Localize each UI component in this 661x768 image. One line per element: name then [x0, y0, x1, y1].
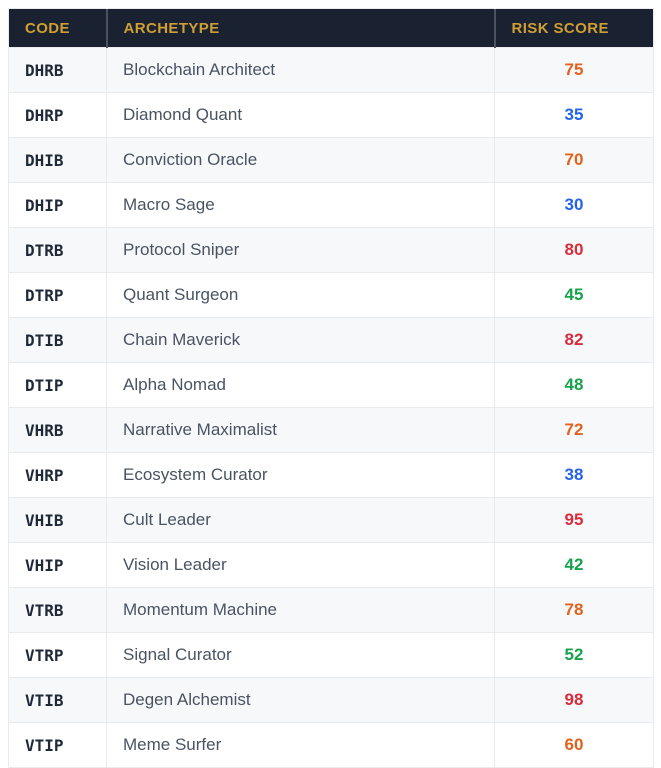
table-row: DTRP Quant Surgeon 45: [8, 272, 654, 318]
code-cell: DHRB: [8, 47, 107, 93]
table-row: DHIB Conviction Oracle 70: [8, 137, 654, 183]
risk-score-cell: 75: [494, 47, 654, 93]
risk-score-cell: 30: [494, 182, 654, 228]
code-cell: VHRB: [8, 407, 107, 453]
archetype-cell: Ecosystem Curator: [106, 452, 495, 498]
table-row: VTRB Momentum Machine 78: [8, 587, 654, 633]
risk-score-cell: 70: [494, 137, 654, 183]
risk-score-cell: 82: [494, 317, 654, 363]
risk-score-cell: 38: [494, 452, 654, 498]
risk-score-cell: 98: [494, 677, 654, 723]
code-cell: DHRP: [8, 92, 107, 138]
archetype-cell: Diamond Quant: [106, 92, 495, 138]
risk-score-cell: 80: [494, 227, 654, 273]
risk-score-cell: 52: [494, 632, 654, 678]
table-header: CODE ARCHETYPE RISK SCORE: [8, 8, 654, 48]
column-header-archetype: ARCHETYPE: [106, 8, 496, 48]
table-row: VTIP Meme Surfer 60: [8, 722, 654, 768]
table-row: VHIP Vision Leader 42: [8, 542, 654, 588]
code-cell: DTIP: [8, 362, 107, 408]
header-row: CODE ARCHETYPE RISK SCORE: [8, 8, 654, 48]
archetype-cell: Vision Leader: [106, 542, 495, 588]
table-row: VHRP Ecosystem Curator 38: [8, 452, 654, 498]
column-header-risk-score: RISK SCORE: [494, 8, 654, 48]
table-row: VHIB Cult Leader 95: [8, 497, 654, 543]
archetype-cell: Narrative Maximalist: [106, 407, 495, 453]
table-row: DTRB Protocol Sniper 80: [8, 227, 654, 273]
archetype-cell: Meme Surfer: [106, 722, 495, 768]
archetype-cell: Signal Curator: [106, 632, 495, 678]
code-cell: DTRP: [8, 272, 107, 318]
table-row: DTIB Chain Maverick 82: [8, 317, 654, 363]
archetype-cell: Protocol Sniper: [106, 227, 495, 273]
table-row: VHRB Narrative Maximalist 72: [8, 407, 654, 453]
risk-score-cell: 42: [494, 542, 654, 588]
code-cell: VHIB: [8, 497, 107, 543]
risk-score-cell: 95: [494, 497, 654, 543]
risk-score-cell: 48: [494, 362, 654, 408]
archetype-cell: Conviction Oracle: [106, 137, 495, 183]
risk-score-cell: 78: [494, 587, 654, 633]
archetype-risk-table: CODE ARCHETYPE RISK SCORE DHRB Blockchain…: [8, 8, 654, 768]
archetype-cell: Chain Maverick: [106, 317, 495, 363]
risk-score-cell: 35: [494, 92, 654, 138]
table-row: VTIB Degen Alchemist 98: [8, 677, 654, 723]
code-cell: VHIP: [8, 542, 107, 588]
table-row: DTIP Alpha Nomad 48: [8, 362, 654, 408]
archetype-cell: Alpha Nomad: [106, 362, 495, 408]
archetype-cell: Blockchain Architect: [106, 47, 495, 93]
code-cell: DTRB: [8, 227, 107, 273]
risk-score-cell: 45: [494, 272, 654, 318]
archetype-cell: Quant Surgeon: [106, 272, 495, 318]
table-row: DHRB Blockchain Architect 75: [8, 47, 654, 93]
risk-score-cell: 60: [494, 722, 654, 768]
table-row: DHRP Diamond Quant 35: [8, 92, 654, 138]
archetype-cell: Cult Leader: [106, 497, 495, 543]
code-cell: VTRP: [8, 632, 107, 678]
code-cell: VHRP: [8, 452, 107, 498]
code-cell: VTIB: [8, 677, 107, 723]
archetype-cell: Degen Alchemist: [106, 677, 495, 723]
column-header-code: CODE: [8, 8, 108, 48]
code-cell: VTIP: [8, 722, 107, 768]
code-cell: DHIP: [8, 182, 107, 228]
archetype-cell: Momentum Machine: [106, 587, 495, 633]
code-cell: VTRB: [8, 587, 107, 633]
table-body: DHRB Blockchain Architect 75 DHRP Diamond Qu…: [8, 47, 654, 768]
code-cell: DHIB: [8, 137, 107, 183]
archetype-cell: Macro Sage: [106, 182, 495, 228]
table-row: DHIP Macro Sage 30: [8, 182, 654, 228]
risk-score-cell: 72: [494, 407, 654, 453]
table-row: VTRP Signal Curator 52: [8, 632, 654, 678]
code-cell: DTIB: [8, 317, 107, 363]
